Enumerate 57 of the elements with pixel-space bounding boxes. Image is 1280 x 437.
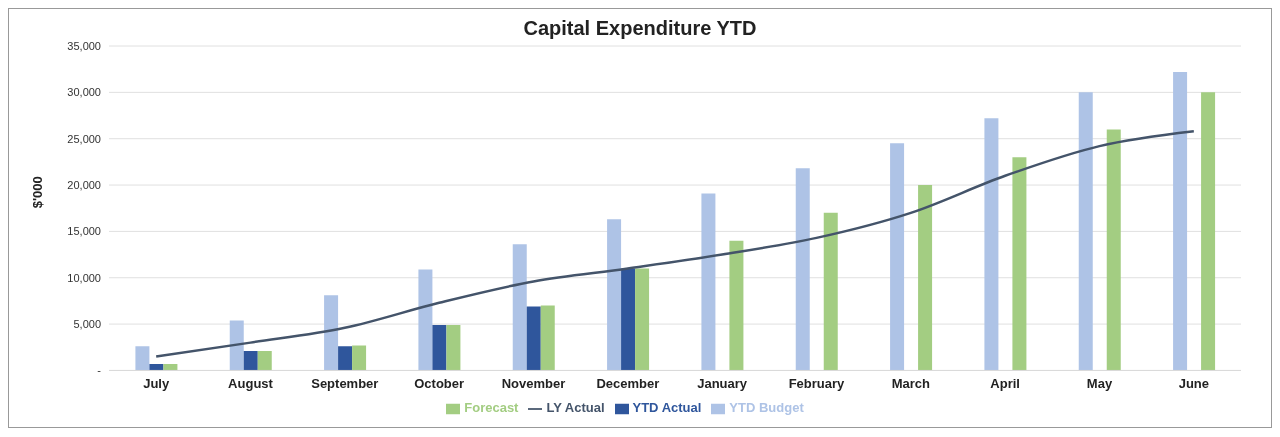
bar xyxy=(243,350,258,371)
bar xyxy=(918,185,933,371)
x-tick-label: June xyxy=(1178,375,1210,391)
bar xyxy=(823,212,838,371)
x-tick-label: August xyxy=(228,375,274,391)
legend-label: YTD Budget xyxy=(729,400,804,416)
y-tick-label: 5,000 xyxy=(73,317,101,330)
bar xyxy=(1012,157,1027,371)
bar xyxy=(418,269,433,371)
x-tick-label: February xyxy=(788,375,846,391)
bar xyxy=(795,168,810,371)
bar xyxy=(1201,92,1216,371)
bar xyxy=(540,305,555,371)
bar xyxy=(257,350,272,371)
bar xyxy=(984,118,999,371)
y-tick-label: 35,000 xyxy=(67,39,101,52)
bar xyxy=(701,193,716,371)
x-tick-label: March xyxy=(891,375,931,391)
bar xyxy=(607,219,622,371)
legend-label: Forecast xyxy=(464,400,519,416)
y-tick-label: 15,000 xyxy=(67,225,101,238)
bar xyxy=(446,325,461,371)
x-tick-label: October xyxy=(414,375,465,391)
bar xyxy=(135,346,150,371)
y-tick-label: - xyxy=(97,364,102,377)
legend-label: LY Actual xyxy=(546,400,605,416)
bar xyxy=(432,325,447,371)
bar xyxy=(149,363,164,371)
chart-title: Capital Expenditure YTD xyxy=(522,17,758,40)
x-tick-label: April xyxy=(990,375,1020,391)
bar xyxy=(229,320,244,371)
bar xyxy=(338,346,353,371)
x-tick-label: December xyxy=(596,375,660,391)
y-axis-title: $'000 xyxy=(29,176,45,209)
bar xyxy=(1106,129,1121,371)
y-tick-label: 10,000 xyxy=(67,271,101,284)
bar xyxy=(324,295,339,371)
x-tick-label: May xyxy=(1086,375,1113,391)
x-tick-label: November xyxy=(501,375,566,391)
y-tick-label: 20,000 xyxy=(67,178,101,191)
y-tick-label: 25,000 xyxy=(67,132,101,145)
bar xyxy=(729,240,744,371)
bar xyxy=(621,268,636,371)
x-tick-label: July xyxy=(143,375,170,391)
bar xyxy=(163,363,178,371)
y-tick-label: 30,000 xyxy=(67,86,101,99)
legend-label: YTD Actual xyxy=(632,400,702,416)
x-tick-label: September xyxy=(311,375,379,391)
bar xyxy=(512,244,527,371)
line-series xyxy=(154,130,1196,358)
bar xyxy=(890,143,905,371)
bar xyxy=(1173,71,1188,371)
bar xyxy=(635,268,650,371)
x-tick-label: January xyxy=(697,375,748,391)
bar xyxy=(352,345,367,371)
bar xyxy=(526,306,541,371)
bar xyxy=(1078,92,1093,371)
